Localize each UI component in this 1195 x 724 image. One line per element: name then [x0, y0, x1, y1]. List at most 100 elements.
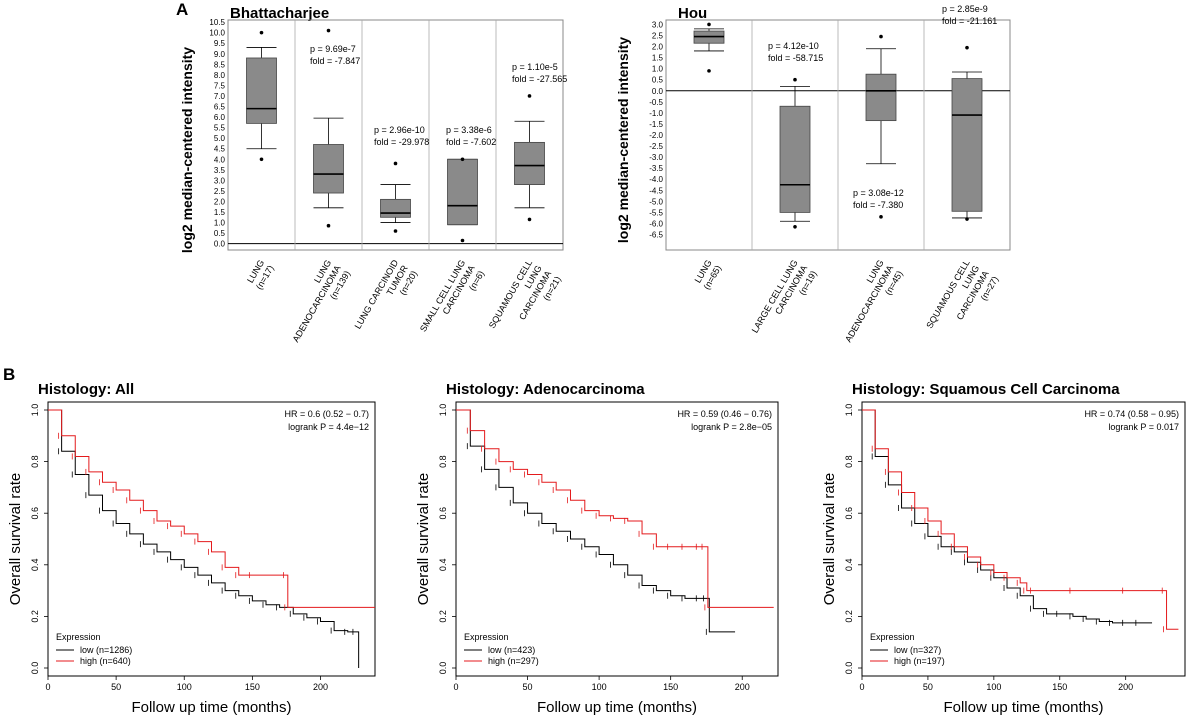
- y-tick-label: 5.5: [214, 124, 226, 133]
- legend-entry: high (n=297): [488, 656, 539, 666]
- y-tick-label: 1.5: [652, 54, 664, 63]
- box-iqr: [313, 144, 344, 194]
- y-tick-label: 0.0: [438, 662, 448, 675]
- legend-entry: high (n=640): [80, 656, 131, 666]
- y-tick-label: 0.0: [652, 87, 664, 96]
- x-category-label: LUNG(n=17): [244, 258, 275, 291]
- y-tick-label: 5.0: [214, 134, 226, 143]
- hazard-ratio-text: HR = 0.59 (0.46 − 0.76): [677, 409, 772, 419]
- survival-curve-low: [456, 409, 736, 633]
- box-iqr: [779, 105, 811, 213]
- legend-entry: low (n=327): [894, 645, 941, 655]
- stat-annotation: fold = -7.602: [446, 137, 496, 147]
- stat-annotation: p = 2.96e-10: [374, 125, 425, 135]
- plot-frame: [47, 401, 376, 677]
- y-axis-label: log2 median-centered intensity: [179, 47, 195, 253]
- x-category-label: LUNG(n=65): [692, 258, 723, 291]
- chart-title: Hou: [678, 5, 707, 22]
- y-tick-label: 3.0: [652, 20, 664, 29]
- y-tick-label: 0.2: [30, 610, 40, 623]
- box-outlier: [460, 238, 465, 243]
- x-category-label: SQUAMOUS CELLLUNGCARCINOMA(n=21): [487, 258, 563, 347]
- y-tick-label: 3.5: [214, 166, 226, 175]
- y-tick-label: 9.0: [214, 50, 226, 59]
- box-iqr: [865, 73, 897, 122]
- legend-entry: high (n=197): [894, 656, 945, 666]
- y-tick-label: 1.5: [214, 208, 226, 217]
- x-tick-label: 200: [1118, 682, 1133, 692]
- y-tick-label: 9.5: [214, 39, 226, 48]
- y-tick-label: 7.5: [214, 81, 226, 90]
- y-tick-label: 0.4: [30, 559, 40, 572]
- survival-curve-high: [862, 409, 1179, 630]
- y-tick-label: 2.5: [214, 187, 226, 196]
- x-category-label-line: SQUAMOUS CELL: [487, 258, 534, 330]
- stat-annotation: p = 1.10e-5: [512, 62, 558, 72]
- box-outlier: [326, 223, 331, 228]
- box-outlier: [707, 22, 711, 27]
- x-tick-label: 0: [453, 682, 458, 692]
- legend-title: Expression: [464, 632, 509, 642]
- box-iqr: [514, 141, 545, 185]
- y-tick-label: 0.5: [214, 229, 226, 238]
- survival-curve-low: [48, 409, 360, 668]
- box-outlier: [393, 161, 398, 166]
- box-outlier: [259, 157, 264, 162]
- y-axis-label: Overall survival rate: [7, 473, 24, 606]
- stat-annotation: p = 3.38e-6: [446, 125, 492, 135]
- y-tick-label: -5.0: [649, 197, 663, 206]
- y-tick-label: 0.8: [30, 455, 40, 468]
- box-iqr: [447, 158, 478, 226]
- y-tick-label: -6.5: [649, 231, 663, 240]
- box-outlier: [259, 30, 264, 35]
- box-outlier: [527, 217, 532, 222]
- survival-curve-low: [862, 409, 1153, 624]
- x-tick-label: 100: [986, 682, 1001, 692]
- y-tick-label: 10.0: [209, 29, 225, 38]
- stat-annotation: p = 9.69e-7: [310, 44, 356, 54]
- chart-title: Histology: Squamous Cell Carcinoma: [852, 381, 1120, 398]
- x-tick-label: 200: [313, 682, 328, 692]
- y-tick-label: 0.6: [30, 507, 40, 520]
- stat-annotation: fold = -7.380: [853, 200, 903, 210]
- plot-frame: [455, 401, 779, 677]
- y-tick-label: -4.5: [649, 186, 663, 195]
- y-tick-label: -1.5: [649, 120, 663, 129]
- y-tick-label: 1.0: [30, 404, 40, 417]
- box-outlier: [707, 69, 711, 73]
- km-plot-1: Histology: Adenocarcinoma Overall surviva…: [415, 381, 779, 716]
- km-plot-0: Histology: All Overall survival rate Follo…: [7, 381, 376, 716]
- chart-title: Bhattacharjee: [230, 5, 329, 22]
- x-category-label: LUNGADENOCARCINOMA(n=139): [281, 258, 352, 349]
- panel-label-b: B: [3, 365, 16, 384]
- x-category-label: LARGE CELL LUNGCARCINOMA(n=19): [750, 258, 819, 346]
- x-category-label: LUNGADENOCARCINOMA(n=45): [834, 258, 905, 349]
- y-tick-label: 0.6: [844, 507, 854, 520]
- stat-annotation: p = 2.85e-9: [942, 4, 988, 14]
- stat-annotation: p = 3.08e-12: [853, 188, 904, 198]
- box-outlier: [393, 229, 398, 233]
- y-tick-label: -6.0: [649, 219, 663, 228]
- y-tick-label: -5.5: [649, 208, 663, 217]
- plot-frame: [227, 19, 564, 251]
- box-outlier: [965, 217, 969, 221]
- survival-curve-high: [456, 409, 774, 608]
- y-tick-label: -2.5: [649, 142, 663, 151]
- hazard-ratio-text: HR = 0.6 (0.52 − 0.7): [284, 409, 369, 419]
- x-tick-label: 150: [245, 682, 260, 692]
- hazard-ratio-text: HR = 0.74 (0.58 − 0.95): [1084, 409, 1179, 419]
- chart-title: Histology: Adenocarcinoma: [446, 381, 645, 398]
- y-tick-label: 1.0: [214, 219, 226, 228]
- y-tick-label: 8.5: [214, 60, 226, 69]
- y-tick-label: 0.5: [652, 76, 664, 85]
- y-tick-label: -4.0: [649, 175, 663, 184]
- y-tick-label: 0.4: [844, 559, 854, 572]
- chart-title: Histology: All: [38, 381, 134, 398]
- x-axis-label: Follow up time (months): [943, 699, 1103, 716]
- y-tick-label: 1.0: [438, 404, 448, 417]
- y-tick-label: 0.2: [844, 610, 854, 623]
- box-outlier: [965, 45, 969, 50]
- y-tick-label: 4.5: [214, 145, 226, 154]
- y-tick-label: 1.0: [844, 404, 854, 417]
